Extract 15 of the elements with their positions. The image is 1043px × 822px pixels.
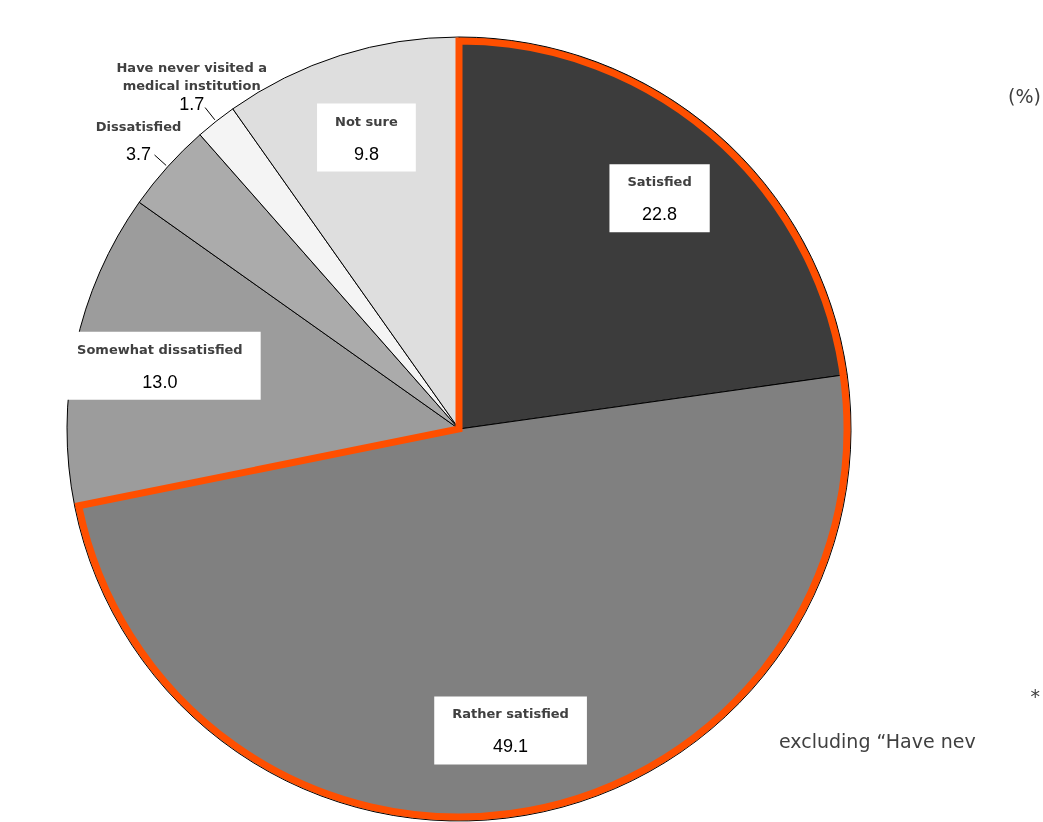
text: excluding “Have nev (779, 730, 976, 752)
slice-label: Somewhat dissatisfied (77, 341, 243, 357)
data-label: 13.0 (142, 371, 178, 392)
text: * (1030, 685, 1040, 707)
slice-label: Rather satisfied (452, 706, 569, 722)
data-label: 3.7 (125, 143, 152, 164)
slice-label: Dissatisfied (95, 118, 182, 134)
data-label: 9.8 (353, 143, 379, 164)
data-label: 1.7 (179, 93, 205, 114)
data-label: 22.8 (642, 204, 678, 225)
text: (%) (1008, 85, 1041, 107)
slice-label: Have never visited a medical institution (116, 59, 268, 93)
data-label: 49.1 (493, 736, 529, 757)
slice-label: Not sure (335, 113, 398, 129)
slice-label: Satisfied (627, 174, 692, 190)
